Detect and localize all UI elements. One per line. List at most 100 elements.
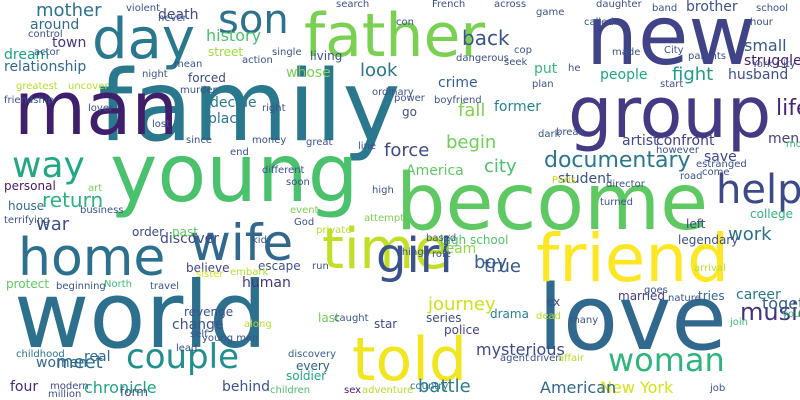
word: city <box>484 156 517 177</box>
word: join <box>730 317 749 328</box>
word: power <box>394 93 425 104</box>
word: actor <box>34 47 60 58</box>
word: right <box>262 103 286 114</box>
word: behind <box>222 379 271 395</box>
word: con <box>396 17 414 28</box>
word: new <box>586 0 756 84</box>
word: relationship <box>4 59 87 75</box>
word: young <box>110 127 359 220</box>
word: soldier <box>286 369 327 383</box>
word: friendship <box>4 95 54 106</box>
word: private <box>316 225 352 236</box>
word: help <box>716 167 800 213</box>
word: run <box>312 261 329 272</box>
word: brother <box>686 0 738 15</box>
word: people <box>600 67 648 83</box>
word: college <box>750 207 793 221</box>
word: move <box>786 139 800 150</box>
word: childhood <box>16 349 65 360</box>
word: job <box>710 383 726 394</box>
word: woman <box>608 341 725 379</box>
word: women <box>36 355 88 371</box>
word: nature <box>668 293 701 304</box>
word: revenge <box>184 305 234 319</box>
word: family <box>98 50 401 164</box>
word: director <box>606 179 645 190</box>
word: boy <box>474 252 508 273</box>
word: school <box>756 3 789 14</box>
word: mysterious <box>476 340 565 359</box>
word: turned <box>600 197 634 208</box>
word: put <box>534 61 558 77</box>
word: chronicle <box>84 378 157 397</box>
word: New York <box>600 378 674 397</box>
word: City <box>664 45 684 56</box>
word: small <box>744 36 787 55</box>
word: caught <box>334 313 369 324</box>
word: married <box>618 289 666 303</box>
word: single <box>272 47 302 58</box>
word: dangerous <box>456 53 509 64</box>
word: money <box>252 135 287 146</box>
word: place <box>208 111 246 127</box>
word: greatest <box>16 81 58 92</box>
word: since <box>186 135 212 146</box>
word: personal <box>4 179 56 193</box>
word: attempt <box>364 213 405 224</box>
word: plan <box>532 79 554 90</box>
word: living <box>310 49 343 63</box>
word: father <box>304 1 486 71</box>
word: road <box>680 171 703 182</box>
word: real <box>84 349 111 365</box>
word: event <box>290 205 319 216</box>
word: protect <box>6 277 50 291</box>
word: home <box>18 228 166 288</box>
word: told <box>352 325 467 395</box>
word: lead <box>176 343 198 354</box>
word: discover <box>160 231 219 247</box>
word: band <box>652 3 678 14</box>
word: together <box>762 294 800 313</box>
word: discovery <box>288 349 337 360</box>
word: couple <box>126 337 239 377</box>
word: uncover <box>68 81 109 92</box>
word: struggle <box>744 53 800 69</box>
word: action <box>242 55 273 66</box>
word: however <box>656 145 699 156</box>
word: fight <box>672 64 714 85</box>
word: murder <box>180 85 217 96</box>
word: become <box>396 158 709 248</box>
word: friend <box>536 220 730 297</box>
word: night <box>142 69 168 80</box>
word: return <box>42 188 104 212</box>
word: escape <box>258 259 301 273</box>
word: agent <box>500 353 529 364</box>
word: end <box>230 147 249 158</box>
word: dream <box>4 47 50 63</box>
word: order <box>132 225 164 239</box>
word: daughter <box>596 0 642 10</box>
word: career <box>736 287 781 303</box>
word: wife <box>190 214 294 272</box>
word: dark <box>538 129 561 140</box>
word: affair <box>558 353 585 364</box>
word: go <box>402 105 417 119</box>
word: soon <box>286 177 310 188</box>
word: kid <box>252 235 267 246</box>
word: group <box>568 72 772 154</box>
word: line <box>358 141 377 152</box>
word: star <box>374 317 398 331</box>
word: battle <box>418 376 471 397</box>
word: start <box>660 79 684 90</box>
word: documentary <box>544 148 691 173</box>
word: ex <box>546 295 561 309</box>
word: different <box>262 165 305 176</box>
word: he <box>568 63 581 74</box>
word: based <box>426 233 457 244</box>
word: girl <box>376 228 453 284</box>
word: across <box>494 0 527 10</box>
word: music <box>740 298 800 326</box>
word: look <box>360 60 398 81</box>
word: America <box>406 163 464 179</box>
